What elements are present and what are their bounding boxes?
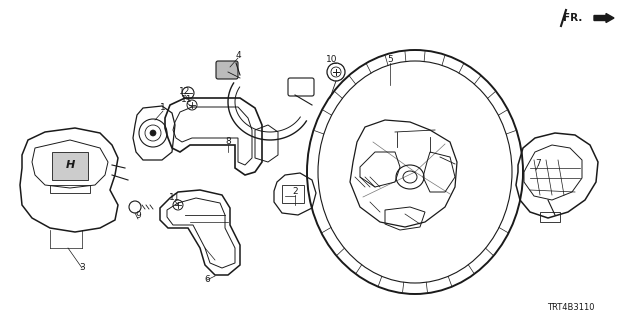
FancyBboxPatch shape [216, 61, 238, 79]
Text: TRT4B3110: TRT4B3110 [547, 303, 595, 312]
Text: 8: 8 [225, 138, 231, 147]
Text: 5: 5 [387, 55, 393, 65]
Text: 7: 7 [535, 158, 541, 167]
Circle shape [150, 130, 156, 136]
Bar [540, 212, 560, 222]
Text: 9: 9 [135, 212, 141, 220]
Text: 6: 6 [204, 276, 210, 284]
Text: 1: 1 [160, 103, 166, 113]
Text: 2: 2 [292, 188, 298, 196]
Text: H: H [65, 160, 75, 170]
Text: 11: 11 [181, 95, 193, 105]
Bar [50, 185, 90, 193]
Bar [282, 185, 304, 203]
Text: FR.: FR. [563, 13, 582, 23]
Polygon shape [52, 152, 88, 180]
Text: 12: 12 [179, 87, 191, 97]
Text: 4: 4 [235, 51, 241, 60]
FancyArrow shape [594, 13, 614, 22]
Text: 11: 11 [169, 194, 180, 203]
Text: 3: 3 [79, 263, 85, 273]
Text: 10: 10 [326, 55, 338, 65]
